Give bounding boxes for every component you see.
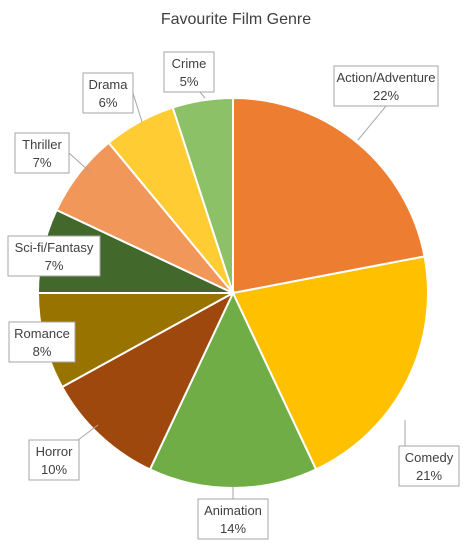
data-label-category: Sci-fi/Fantasy <box>15 240 94 255</box>
data-label-category: Drama <box>88 77 128 92</box>
pie-slice-comedy <box>231 255 429 471</box>
leader-line-horror <box>77 424 99 441</box>
data-label-percent: 7% <box>33 155 52 170</box>
data-label-crime: Crime 5% <box>163 51 215 93</box>
chart-title: Favourite Film Genre <box>161 11 311 28</box>
data-label-percent: 10% <box>41 462 67 477</box>
data-label-box <box>7 235 101 277</box>
data-label-box <box>333 65 439 107</box>
data-label-drama: Drama 6% <box>82 72 134 114</box>
data-label-category: Action/Adventure <box>336 70 435 85</box>
data-label-percent: 5% <box>180 74 199 89</box>
data-label-percent: 7% <box>45 258 64 273</box>
data-label-percent: 14% <box>220 521 246 536</box>
data-label-category: Thriller <box>22 137 62 152</box>
leader-line-action-adventure <box>357 105 387 141</box>
data-label-box <box>197 498 269 540</box>
data-label-box <box>163 51 215 93</box>
data-label-category: Romance <box>14 326 70 341</box>
pie-slice-horror <box>60 290 236 471</box>
data-label-comedy: Comedy 21% <box>398 445 460 487</box>
data-label-box <box>14 132 70 174</box>
data-label-percent: 22% <box>373 88 399 103</box>
data-label-box <box>82 72 134 114</box>
pie-slices <box>36 96 429 489</box>
data-label-box <box>398 445 460 487</box>
data-label-sci-fi-fantasy: Sci-fi/Fantasy 7% <box>7 235 101 277</box>
data-label-animation: Animation 14% <box>197 498 269 540</box>
pie-slice-action-adventure <box>232 96 426 295</box>
data-label-box <box>28 439 80 481</box>
data-label-category: Horror <box>36 444 74 459</box>
leader-line-crime <box>199 91 206 99</box>
data-label-horror: Horror 10% <box>28 439 80 481</box>
data-label-category: Comedy <box>405 450 454 465</box>
data-label-category: Crime <box>172 56 207 71</box>
data-label-box <box>8 321 76 363</box>
data-label-thriller: Thriller 7% <box>14 132 70 174</box>
data-label-romance: Romance 8% <box>8 321 76 363</box>
data-labels: Action/Adventure 22% Comedy 21% Animation 14%… <box>7 51 460 540</box>
data-label-percent: 8% <box>33 344 52 359</box>
data-label-percent: 21% <box>416 468 442 483</box>
data-label-category: Animation <box>204 503 262 518</box>
pie-slice-crime <box>171 96 234 294</box>
leader-line-thriller <box>68 152 91 173</box>
data-label-action-adventure: Action/Adventure 22% <box>333 65 439 107</box>
data-label-percent: 6% <box>99 95 118 110</box>
leader-line-drama <box>132 92 143 123</box>
